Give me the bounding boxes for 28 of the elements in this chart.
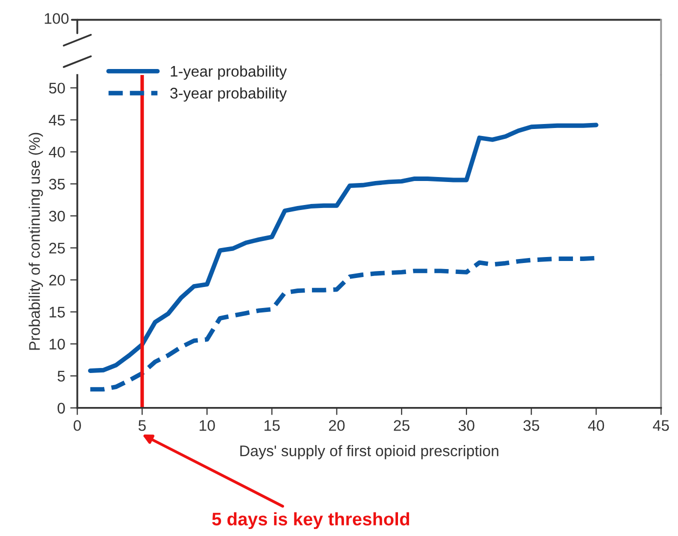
x-tick-label: 5 bbox=[138, 420, 146, 431]
text: 5 days is key threshold bbox=[212, 512, 410, 530]
x-tick-label: 0 bbox=[74, 420, 81, 431]
y-tick-label: 50 bbox=[49, 82, 65, 94]
x-tick-label: 35 bbox=[523, 420, 540, 431]
y-tick-label: 20 bbox=[49, 274, 65, 286]
x-tick-label: 10 bbox=[200, 420, 215, 431]
y-tick-label: 15 bbox=[50, 306, 65, 318]
y-tick-label: 0 bbox=[58, 402, 65, 414]
x-tick-label: 20 bbox=[329, 420, 345, 431]
y-tick-label: 25 bbox=[49, 242, 65, 254]
line-series bbox=[88, 122, 598, 373]
y-tick-label: 5 bbox=[58, 370, 65, 382]
text: 100 bbox=[44, 13, 69, 24]
y-tick-label: 10 bbox=[50, 338, 65, 350]
x-tick-label: 15 bbox=[264, 420, 280, 431]
y-tick-label: 35 bbox=[49, 178, 65, 190]
x-tick-label: 40 bbox=[588, 420, 604, 431]
y-tick-label: 40 bbox=[48, 146, 65, 158]
x-tick-label: 30 bbox=[458, 420, 474, 431]
x-tick-label: 45 bbox=[652, 420, 669, 431]
y-tick-label: 45 bbox=[48, 114, 65, 126]
x-tick-label: 25 bbox=[394, 420, 410, 431]
y-tick-label: 30 bbox=[49, 210, 65, 222]
legend-label: 1-year probability bbox=[170, 65, 287, 80]
x-axis-title: Days' supply of first opioid prescription bbox=[240, 445, 498, 460]
y-axis-title: Probability of continuing use (%) bbox=[28, 132, 43, 350]
legend-label: 3-year probability bbox=[170, 87, 287, 102]
